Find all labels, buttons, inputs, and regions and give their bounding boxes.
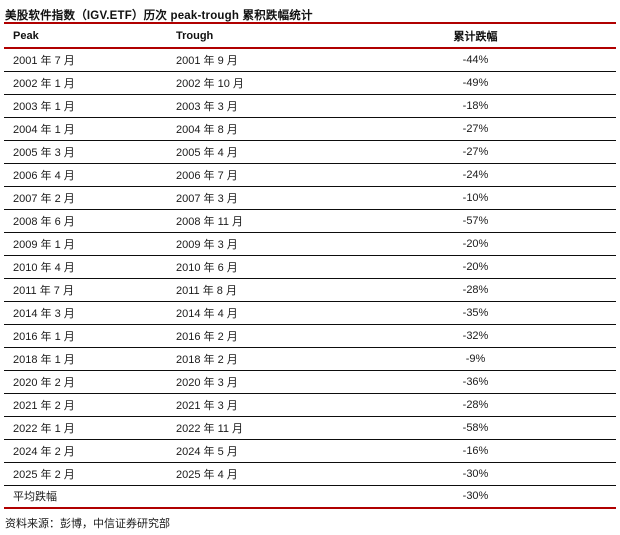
table-row: 2010 年 4 月 2010 年 6 月 -20% (4, 255, 616, 279)
table-row: 2006 年 4 月 2006 年 7 月 -24% (4, 163, 616, 187)
table-row: 2014 年 3 月 2014 年 4 月 -35% (4, 301, 616, 325)
peak-cell: 2024 年 2 月 (4, 439, 167, 463)
drawdown-cell: -16% (335, 439, 616, 463)
drawdown-cell: -49% (335, 71, 616, 95)
drawdown-cell: -20% (335, 255, 616, 279)
trough-cell: 2005 年 4 月 (167, 140, 335, 164)
trough-cell: 2025 年 4 月 (167, 462, 335, 486)
trough-cell: 2006 年 7 月 (167, 163, 335, 187)
trough-cell: 2016 年 2 月 (167, 324, 335, 348)
trough-cell: 2004 年 8 月 (167, 117, 335, 141)
drawdown-cell: -20% (335, 232, 616, 256)
peak-cell: 2007 年 2 月 (4, 186, 167, 210)
table-row: 2022 年 1 月 2022 年 11 月 -58% (4, 416, 616, 440)
trough-cell: 2014 年 4 月 (167, 301, 335, 325)
table-body: 2001 年 7 月 2001 年 9 月 -44% 2002 年 1 月 2002 年… (4, 48, 616, 509)
trough-cell: 2018 年 2 月 (167, 347, 335, 371)
table-row: 2018 年 1 月 2018 年 2 月 -9% (4, 347, 616, 371)
drawdown-cell: -36% (335, 370, 616, 394)
table-row: 2008 年 6 月 2008 年 11 月 -57% (4, 209, 616, 233)
trough-cell: 2009 年 3 月 (167, 232, 335, 256)
peak-cell: 2002 年 1 月 (4, 71, 167, 95)
trough-cell: 2003 年 3 月 (167, 94, 335, 118)
trough-cell: 2022 年 11 月 (167, 416, 335, 440)
trough-cell (167, 485, 335, 509)
drawdown-cell: -28% (335, 393, 616, 417)
drawdown-cell: -28% (335, 278, 616, 302)
peak-cell: 2010 年 4 月 (4, 255, 167, 279)
drawdown-cell: -44% (335, 48, 616, 72)
trough-cell: 2001 年 9 月 (167, 48, 335, 72)
table-row: 2024 年 2 月 2024 年 5 月 -16% (4, 439, 616, 463)
drawdown-cell: -32% (335, 324, 616, 348)
peak-cell: 2016 年 1 月 (4, 324, 167, 348)
peak-cell: 2005 年 3 月 (4, 140, 167, 164)
peak-cell: 2018 年 1 月 (4, 347, 167, 371)
peak-cell: 2004 年 1 月 (4, 117, 167, 141)
drawdown-cell: -27% (335, 117, 616, 141)
drawdown-cell: -9% (335, 347, 616, 371)
peak-cell: 2003 年 1 月 (4, 94, 167, 118)
table-row: 2020 年 2 月 2020 年 3 月 -36% (4, 370, 616, 394)
source-note: 资料来源：彭博，中信证券研究部 (5, 518, 170, 530)
peak-cell: 2009 年 1 月 (4, 232, 167, 256)
peak-cell: 2020 年 2 月 (4, 370, 167, 394)
table-row: 2025 年 2 月 2025 年 4 月 -30% (4, 462, 616, 486)
drawdown-cell: -24% (335, 163, 616, 187)
trough-cell: 2024 年 5 月 (167, 439, 335, 463)
peak-cell: 2022 年 1 月 (4, 416, 167, 440)
peak-cell: 2011 年 7 月 (4, 278, 167, 302)
trough-cell: 2002 年 10 月 (167, 71, 335, 95)
table-row: 2001 年 7 月 2001 年 9 月 -44% (4, 48, 616, 72)
trough-cell: 2008 年 11 月 (167, 209, 335, 233)
table-row: 2011 年 7 月 2011 年 8 月 -28% (4, 278, 616, 302)
peak-trough-drawdown-table: Peak Trough 累计跌幅 2001 年 7 月 2001 年 9 月 -44… (4, 22, 616, 509)
header-cumulative-drawdown: 累计跌幅 (335, 22, 616, 49)
header-peak: Peak (4, 22, 167, 49)
drawdown-cell: -58% (335, 416, 616, 440)
table-row: 2003 年 1 月 2003 年 3 月 -18% (4, 94, 616, 118)
drawdown-cell: -27% (335, 140, 616, 164)
header-row: Peak Trough 累计跌幅 (4, 22, 616, 49)
peak-cell: 平均跌幅 (4, 485, 167, 509)
peak-cell: 2021 年 2 月 (4, 393, 167, 417)
trough-cell: 2010 年 6 月 (167, 255, 335, 279)
summary-row: 平均跌幅 -30% (4, 485, 616, 509)
drawdown-cell: -35% (335, 301, 616, 325)
table-row: 2005 年 3 月 2005 年 4 月 -27% (4, 140, 616, 164)
table-row: 2007 年 2 月 2007 年 3 月 -10% (4, 186, 616, 210)
table-row: 2002 年 1 月 2002 年 10 月 -49% (4, 71, 616, 95)
drawdown-cell: -30% (335, 462, 616, 486)
drawdown-cell: -30% (335, 485, 616, 509)
table-row: 2021 年 2 月 2021 年 3 月 -28% (4, 393, 616, 417)
table-row: 2016 年 1 月 2016 年 2 月 -32% (4, 324, 616, 348)
peak-cell: 2025 年 2 月 (4, 462, 167, 486)
table-row: 2009 年 1 月 2009 年 3 月 -20% (4, 232, 616, 256)
peak-cell: 2008 年 6 月 (4, 209, 167, 233)
peak-cell: 2001 年 7 月 (4, 48, 167, 72)
trough-cell: 2020 年 3 月 (167, 370, 335, 394)
header-trough: Trough (167, 22, 335, 49)
drawdown-cell: -57% (335, 209, 616, 233)
table-header: Peak Trough 累计跌幅 (4, 22, 616, 49)
drawdown-cell: -18% (335, 94, 616, 118)
trough-cell: 2011 年 8 月 (167, 278, 335, 302)
peak-cell: 2006 年 4 月 (4, 163, 167, 187)
trough-cell: 2007 年 3 月 (167, 186, 335, 210)
drawdown-cell: -10% (335, 186, 616, 210)
table-title: 美股软件指数（IGV.ETF）历次 peak-trough 累积跌幅统计 (5, 10, 313, 22)
table-row: 2004 年 1 月 2004 年 8 月 -27% (4, 117, 616, 141)
trough-cell: 2021 年 3 月 (167, 393, 335, 417)
peak-cell: 2014 年 3 月 (4, 301, 167, 325)
